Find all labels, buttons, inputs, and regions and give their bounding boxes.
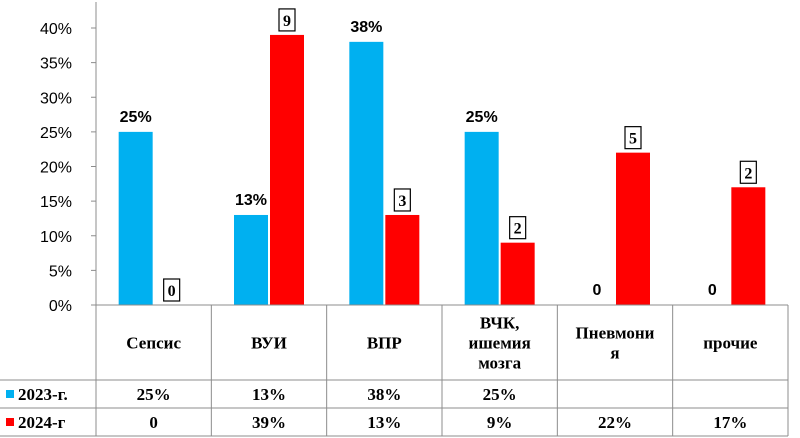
table-cell: 13% [252,385,286,404]
data-label: 5 [629,131,637,148]
table-cell: 9% [487,413,513,432]
bar-2024-1 [270,34,304,306]
category-label: я [610,344,619,363]
data-label: 3 [398,193,406,210]
table-cell: 38% [367,385,401,404]
bar-2024-5 [731,187,766,305]
table-cell: 17% [713,413,747,432]
data-label-box [278,8,296,32]
table-cell: 39% [252,413,286,432]
table-cell: 22% [598,413,632,432]
table-cell: 0 [149,413,158,432]
y-tick-label: 25% [40,125,72,142]
data-label: 2 [514,221,522,238]
data-label: 13% [235,192,267,209]
bar-2023-1 [234,214,268,305]
y-tick-label: 20% [40,160,72,177]
category-label: ишемия [469,334,531,353]
table-cell: 13% [367,413,401,432]
y-tick-label: 30% [40,90,72,107]
category-label: ВЧК, [480,314,520,333]
legend-key [6,418,14,426]
category-label: мозга [478,354,521,373]
bar-2023-0 [118,131,153,305]
bar-2024-3 [500,242,535,305]
legend-label: 2023-г. [18,385,68,404]
category-label: ВПР [367,334,402,353]
data-label: 2 [744,165,752,182]
bar-2023-3 [464,131,499,305]
bar-2023-2 [349,41,384,305]
data-label: 9 [283,13,291,30]
category-label: прочие [703,334,758,353]
data-label-box [624,126,642,150]
y-tick-label: 0% [49,298,72,315]
legend-label: 2024-г [18,413,66,432]
table-cell: 25% [483,385,517,404]
category-label: ВУИ [251,334,287,353]
data-label: 38% [350,19,382,36]
category-label: Пневмони [576,324,655,343]
y-tick-label: 40% [40,21,72,38]
data-label: 25% [120,109,152,126]
y-tick-label: 15% [40,194,72,211]
bar-2024-4 [616,152,650,305]
data-label-box [393,188,411,212]
data-label: 0 [593,282,602,299]
bar-2024-2 [385,214,420,305]
data-label-box [509,216,527,240]
y-tick-label: 35% [40,56,72,73]
data-label: 0 [168,283,176,300]
legend-key [6,390,14,398]
category-label: Сепсис [126,334,181,353]
table-cell: 25% [137,385,171,404]
data-label: 25% [466,109,498,126]
y-tick-label: 10% [40,229,72,246]
data-label-box [163,278,181,302]
data-label-box [739,160,757,184]
y-tick-label: 5% [49,263,72,280]
data-label: 0 [708,282,717,299]
